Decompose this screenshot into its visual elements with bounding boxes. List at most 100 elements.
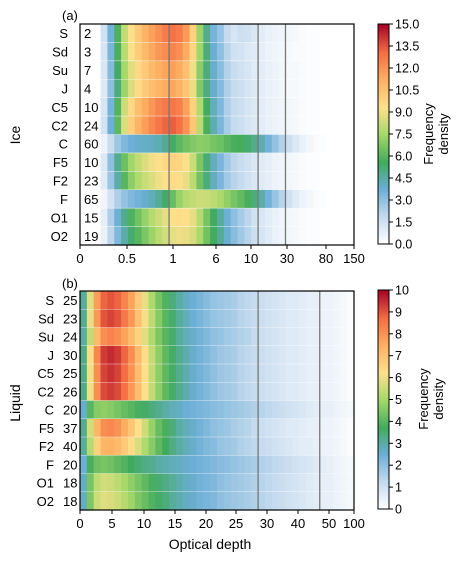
liquid-cell <box>155 382 163 402</box>
liquid-plot-frame <box>79 290 355 511</box>
ice-cell <box>210 42 218 62</box>
liquid-row-count: 18 <box>63 494 77 509</box>
liquid-cell <box>347 418 355 438</box>
ice-cell <box>210 97 218 117</box>
ice-cell <box>326 226 335 246</box>
liquid-cell <box>175 473 184 493</box>
ice-cell <box>264 226 273 246</box>
liquid-cell <box>127 382 136 402</box>
ice-colorbar-tick-label: 4.5 <box>395 172 412 186</box>
ice-cell <box>100 152 108 172</box>
ice-cell <box>169 134 177 154</box>
ice-cell <box>141 79 150 99</box>
ice-cell <box>258 152 266 172</box>
ice-cell <box>264 208 273 228</box>
liquid-cell <box>86 418 95 438</box>
ice-cell <box>182 189 191 209</box>
liquid-cell <box>162 327 170 347</box>
ice-cell <box>278 171 287 191</box>
ice-cell <box>210 189 218 209</box>
liquid-cell <box>306 291 314 310</box>
liquid-cell <box>223 455 232 475</box>
ice-cell <box>196 171 204 191</box>
liquid-cell <box>271 309 280 329</box>
liquid-row-count: 18 <box>63 476 77 491</box>
liquid-cell <box>100 309 108 329</box>
liquid-cell <box>271 364 280 383</box>
liquid-cell <box>258 309 266 329</box>
ice-cell <box>114 97 122 117</box>
ice-cell <box>251 189 259 209</box>
ice-cell <box>306 24 314 44</box>
ice-cell <box>258 171 266 191</box>
ice-cell <box>93 79 102 99</box>
ice-cell <box>333 171 341 191</box>
liquid-cell <box>107 491 115 511</box>
ice-cell <box>326 79 335 99</box>
liquid-cell <box>162 437 170 456</box>
ice-cell <box>100 97 108 117</box>
liquid-cell <box>271 291 280 310</box>
ice-cell <box>80 152 88 172</box>
ice-row-count: 2 <box>84 26 91 41</box>
liquid-cell <box>127 455 136 475</box>
ice-cell <box>292 79 300 99</box>
liquid-cell <box>107 291 115 310</box>
ice-cell <box>80 171 88 191</box>
liquid-cell <box>175 327 184 347</box>
liquid-cell <box>237 345 245 365</box>
ice-cell <box>244 189 252 209</box>
liquid-heatmap-cells <box>80 291 355 511</box>
ice-cell <box>306 79 314 99</box>
liquid-row-label: C <box>45 403 54 418</box>
ice-cell <box>347 24 355 44</box>
liquid-cell <box>306 437 314 456</box>
ice-cell <box>223 134 232 154</box>
liquid-cell <box>169 437 177 456</box>
ice-cell <box>148 152 156 172</box>
liquid-cell <box>80 291 88 310</box>
liquid-cell <box>86 491 95 511</box>
liquid-cell <box>121 455 129 475</box>
liquid-cell <box>127 437 136 456</box>
liquid-cell <box>127 418 136 438</box>
liquid-cell <box>189 345 198 365</box>
ice-cell <box>230 60 239 80</box>
liquid-cell <box>155 418 163 438</box>
ice-cell <box>223 189 232 209</box>
liquid-cell <box>203 309 211 329</box>
ice-colorbar-tick-label: 13.5 <box>395 40 419 54</box>
liquid-row-count: 23 <box>63 311 77 326</box>
liquid-cell <box>169 400 177 420</box>
ice-cell <box>271 79 280 99</box>
ice-cell <box>80 116 88 136</box>
ice-cell <box>237 226 245 246</box>
ice-cell <box>223 116 232 136</box>
liquid-cell <box>292 364 300 383</box>
liquid-cell <box>203 345 211 365</box>
liquid-cell <box>223 309 232 329</box>
liquid-cell <box>162 400 170 420</box>
liquid-cell <box>100 345 108 365</box>
ice-plot-frame <box>79 23 355 246</box>
liquid-cell <box>230 400 239 420</box>
liquid-cell <box>189 291 198 310</box>
ice-cell <box>80 24 88 44</box>
ice-cell <box>251 42 259 62</box>
ice-cell <box>223 60 232 80</box>
liquid-cell <box>258 327 266 347</box>
liquid-cell <box>217 382 225 402</box>
ice-cell <box>237 24 245 44</box>
ice-cell <box>93 226 102 246</box>
liquid-cell <box>347 382 355 402</box>
liquid-cell <box>271 382 280 402</box>
ice-cell <box>86 24 95 44</box>
liquid-cell <box>162 382 170 402</box>
ice-cell <box>127 97 136 117</box>
liquid-cell <box>223 418 232 438</box>
ice-cell <box>114 152 122 172</box>
liquid-cell <box>230 418 239 438</box>
ice-cell <box>299 60 307 80</box>
liquid-cell <box>244 418 252 438</box>
ice-row-label: F2 <box>53 174 68 189</box>
